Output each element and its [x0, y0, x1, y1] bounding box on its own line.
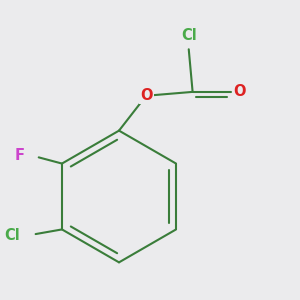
Text: F: F [14, 148, 24, 163]
Text: Cl: Cl [181, 28, 197, 43]
Text: O: O [233, 84, 245, 99]
Text: Cl: Cl [4, 228, 20, 243]
Text: O: O [140, 88, 152, 103]
